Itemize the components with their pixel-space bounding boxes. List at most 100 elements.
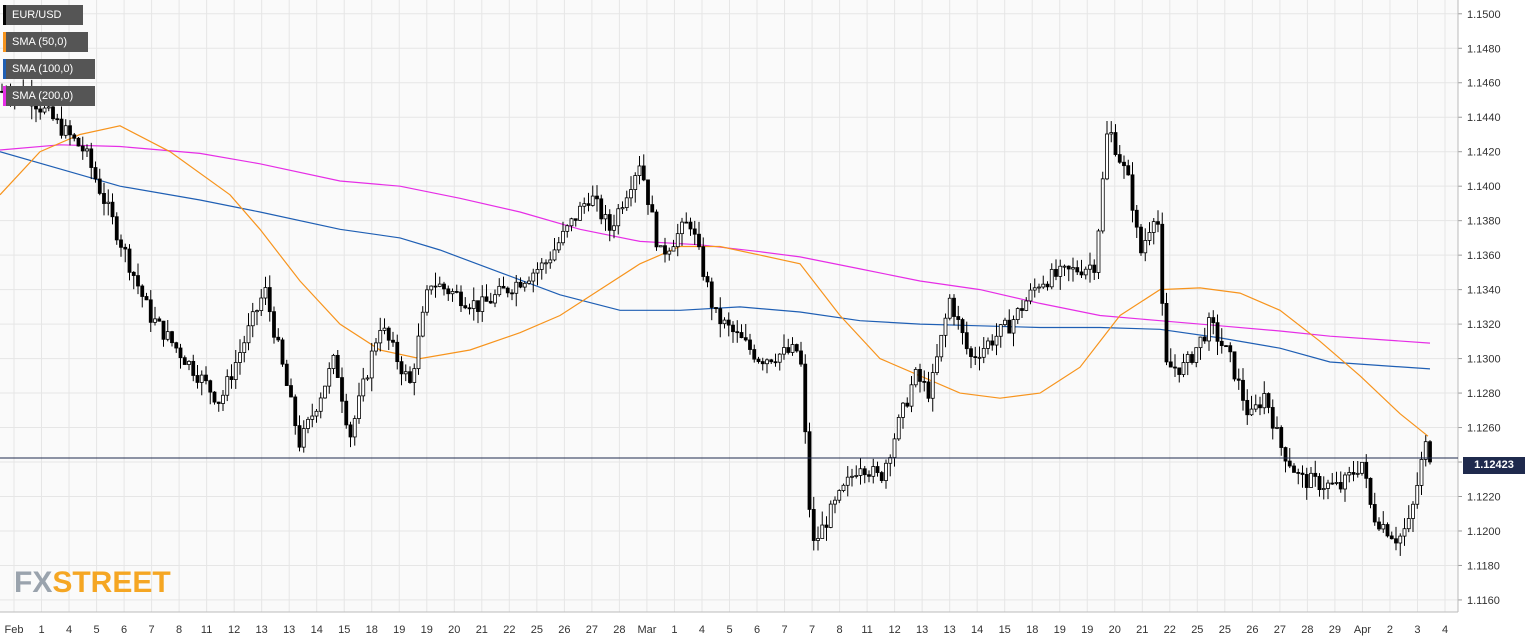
candle-body-up — [1347, 472, 1352, 476]
candle-body-up — [365, 377, 370, 380]
candle-body-down — [1283, 447, 1288, 462]
legend-item-sma200[interactable]: SMA (200,0) — [3, 86, 95, 106]
candle-body-up — [187, 360, 191, 365]
candle-body-down — [97, 178, 102, 194]
x-tick-label: 27 — [1274, 624, 1286, 636]
candle — [833, 496, 837, 514]
candle — [1398, 533, 1403, 556]
candle — [1292, 463, 1296, 473]
candle-body-up — [1411, 503, 1415, 519]
candle — [1151, 218, 1156, 245]
candle-body-up — [1343, 474, 1347, 490]
candle — [1092, 259, 1097, 280]
y-tick-label: 1.1300 — [1467, 354, 1501, 366]
candle-body-down — [697, 233, 701, 248]
candle-body-up — [1041, 283, 1046, 288]
candle — [221, 390, 225, 411]
candle-body-down — [476, 300, 480, 312]
candle — [595, 185, 599, 212]
candle-body-up — [1207, 317, 1211, 342]
candle — [246, 313, 251, 351]
candle-body-up — [255, 310, 259, 313]
candle-body-down — [518, 281, 523, 288]
fxstreet-logo: FXSTREET — [14, 566, 171, 600]
candle-body-up — [620, 207, 625, 210]
x-tick-label: 7 — [149, 624, 155, 636]
candle — [454, 284, 459, 294]
candle — [199, 370, 204, 396]
candle — [1096, 228, 1101, 280]
candle-body-up — [909, 384, 914, 407]
candle-body-up — [1058, 265, 1063, 277]
x-tick-label: 19 — [421, 624, 433, 636]
legend-item-sma100[interactable]: SMA (100,0) — [3, 59, 95, 79]
candle — [956, 305, 961, 330]
candle-body-down — [748, 339, 752, 350]
candle-body-up — [1105, 133, 1109, 180]
y-tick-label: 1.1460 — [1467, 78, 1501, 90]
candle — [1130, 162, 1135, 223]
candle-body-down — [463, 305, 468, 309]
candle-body-up — [471, 300, 476, 309]
candle — [552, 237, 557, 262]
candle-body-down — [1079, 271, 1084, 276]
candle — [1347, 466, 1352, 483]
candle-body-up — [680, 221, 684, 235]
candle — [229, 364, 234, 389]
legend-item-sma50[interactable]: SMA (50,0) — [3, 32, 88, 52]
x-tick-label: 11 — [201, 624, 212, 636]
candle-body-up — [854, 475, 859, 477]
x-tick-label: 4 — [66, 624, 72, 636]
candle — [153, 306, 157, 326]
candle-body-up — [1321, 488, 1326, 491]
candle-body-up — [637, 165, 642, 176]
candle-body-down — [484, 296, 489, 302]
candle — [1024, 297, 1029, 312]
candle-body-up — [1334, 482, 1339, 484]
candle-body-down — [488, 300, 493, 304]
candle-body-down — [344, 400, 349, 426]
candle-body-up — [378, 330, 383, 344]
x-tick-label: Mar — [637, 624, 656, 636]
candle-body-down — [195, 375, 200, 383]
candle — [1049, 263, 1054, 290]
candle — [1266, 392, 1271, 414]
candle-body-up — [1096, 230, 1101, 273]
candle-body-down — [51, 106, 55, 120]
candle-body-up — [1398, 535, 1403, 544]
candle-body-up — [935, 356, 939, 374]
candle-body-down — [654, 211, 659, 248]
candle-body-down — [769, 359, 774, 363]
x-tick-label: 14 — [311, 624, 323, 636]
candle-body-up — [1249, 408, 1254, 416]
candle-body-down — [102, 193, 106, 204]
y-tick-label: 1.1500 — [1467, 9, 1501, 21]
candle — [238, 339, 242, 375]
candle — [93, 161, 98, 183]
candle — [1364, 454, 1369, 489]
candle — [348, 421, 353, 448]
candle-body-down — [1258, 404, 1262, 409]
candle-body-down — [161, 320, 166, 340]
candle-body-down — [505, 287, 510, 294]
candle — [1394, 526, 1398, 551]
candle — [408, 366, 412, 384]
candle — [85, 144, 89, 158]
candle-body-up — [624, 197, 629, 208]
candle-body-down — [1287, 460, 1292, 467]
candle — [858, 457, 863, 485]
candle-body-up — [790, 344, 795, 353]
candle — [1338, 471, 1343, 493]
x-tick-label: 26 — [1246, 624, 1258, 636]
candle-body-up — [1088, 264, 1092, 270]
x-tick-label: 25 — [1191, 624, 1203, 636]
candle-body-up — [429, 285, 434, 291]
candle — [799, 341, 803, 367]
candle — [731, 321, 735, 343]
candle-body-up — [361, 378, 366, 397]
legend-item-eurusd[interactable]: EUR/USD — [3, 5, 83, 25]
candle — [1219, 328, 1224, 354]
candle-body-up — [1037, 286, 1041, 289]
candle-body-up — [675, 233, 680, 248]
candle — [1389, 531, 1394, 540]
